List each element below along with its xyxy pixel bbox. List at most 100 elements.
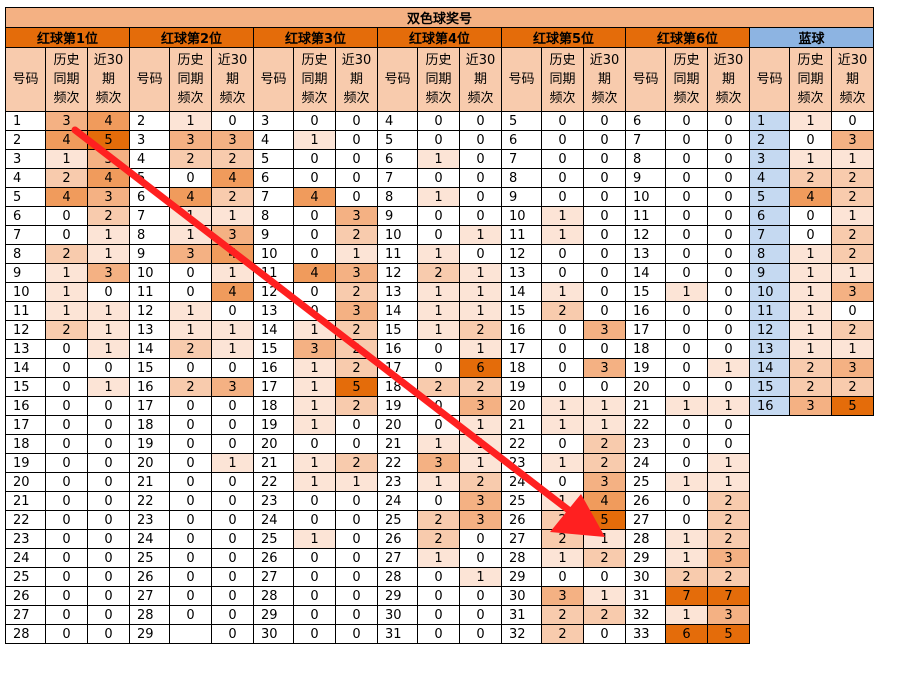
recent-frequency[interactable]: 1 <box>87 244 130 264</box>
recent-frequency[interactable]: 1 <box>707 358 750 378</box>
ball-number[interactable]: 10 <box>749 282 790 302</box>
history-frequency[interactable]: 3 <box>293 339 336 359</box>
ball-number[interactable]: 5 <box>129 168 170 188</box>
ball-number[interactable]: 27 <box>377 548 418 568</box>
ball-number[interactable]: 31 <box>625 586 666 606</box>
ball-number[interactable]: 21 <box>129 472 170 492</box>
ball-number[interactable]: 11 <box>625 206 666 226</box>
history-frequency[interactable]: 1 <box>541 548 584 568</box>
ball-number[interactable]: 25 <box>253 529 294 549</box>
recent-frequency[interactable]: 1 <box>459 282 502 302</box>
recent-frequency[interactable]: 2 <box>707 567 750 587</box>
ball-number[interactable]: 9 <box>253 225 294 245</box>
history-frequency[interactable]: 1 <box>293 130 336 150</box>
history-frequency[interactable]: 1 <box>293 358 336 378</box>
history-frequency[interactable]: 0 <box>45 339 88 359</box>
ball-number[interactable]: 13 <box>129 320 170 340</box>
recent-frequency[interactable]: 0 <box>211 624 254 644</box>
recent-frequency[interactable]: 1 <box>211 453 254 473</box>
recent-frequency[interactable]: 4 <box>211 168 254 188</box>
history-frequency[interactable]: 1 <box>789 244 832 264</box>
history-frequency[interactable]: 0 <box>293 225 336 245</box>
recent-frequency[interactable]: 3 <box>459 510 502 530</box>
history-frequency[interactable]: 0 <box>541 472 584 492</box>
history-frequency[interactable]: 0 <box>541 263 584 283</box>
history-frequency[interactable]: 0 <box>169 282 212 302</box>
recent-frequency[interactable]: 0 <box>831 301 874 321</box>
history-frequency[interactable]: 0 <box>541 130 584 150</box>
history-frequency[interactable]: 2 <box>417 510 460 530</box>
recent-frequency[interactable]: 0 <box>211 491 254 511</box>
history-frequency[interactable]: 0 <box>293 567 336 587</box>
history-frequency[interactable]: 1 <box>417 149 460 169</box>
ball-number[interactable]: 17 <box>625 320 666 340</box>
recent-frequency[interactable]: 0 <box>707 111 750 131</box>
ball-number[interactable]: 25 <box>377 510 418 530</box>
history-frequency[interactable]: 1 <box>789 339 832 359</box>
history-frequency[interactable]: 0 <box>45 225 88 245</box>
recent-frequency[interactable]: 3 <box>831 358 874 378</box>
recent-frequency[interactable]: 1 <box>211 320 254 340</box>
recent-frequency[interactable]: 0 <box>707 301 750 321</box>
history-frequency[interactable]: 2 <box>417 529 460 549</box>
history-frequency[interactable]: 1 <box>541 396 584 416</box>
recent-frequency[interactable]: 0 <box>87 472 130 492</box>
history-frequency[interactable]: 4 <box>45 130 88 150</box>
history-frequency[interactable]: 0 <box>293 111 336 131</box>
history-frequency[interactable]: 2 <box>45 168 88 188</box>
ball-number[interactable]: 10 <box>5 282 46 302</box>
recent-frequency[interactable]: 7 <box>707 586 750 606</box>
ball-number[interactable]: 15 <box>129 358 170 378</box>
history-frequency[interactable]: 1 <box>417 301 460 321</box>
history-frequency[interactable]: 0 <box>45 510 88 530</box>
history-frequency[interactable]: 1 <box>293 529 336 549</box>
ball-number[interactable]: 22 <box>253 472 294 492</box>
ball-number[interactable]: 13 <box>5 339 46 359</box>
recent-frequency[interactable]: 0 <box>335 605 378 625</box>
recent-frequency[interactable]: 3 <box>459 491 502 511</box>
history-frequency[interactable]: 0 <box>665 263 708 283</box>
recent-frequency[interactable]: 5 <box>583 510 626 530</box>
history-frequency[interactable]: 0 <box>169 548 212 568</box>
recent-frequency[interactable]: 3 <box>707 548 750 568</box>
history-frequency[interactable]: 2 <box>417 263 460 283</box>
ball-number[interactable]: 14 <box>5 358 46 378</box>
recent-frequency[interactable]: 0 <box>583 282 626 302</box>
recent-frequency[interactable]: 1 <box>335 244 378 264</box>
ball-number[interactable]: 27 <box>129 586 170 606</box>
ball-number[interactable]: 18 <box>625 339 666 359</box>
recent-frequency[interactable]: 0 <box>211 111 254 131</box>
ball-number[interactable]: 22 <box>377 453 418 473</box>
ball-number[interactable]: 29 <box>625 548 666 568</box>
recent-frequency[interactable]: 0 <box>87 510 130 530</box>
ball-number[interactable]: 16 <box>253 358 294 378</box>
ball-number[interactable]: 4 <box>253 130 294 150</box>
history-frequency[interactable]: 0 <box>45 586 88 606</box>
ball-number[interactable]: 26 <box>5 586 46 606</box>
recent-frequency[interactable]: 0 <box>459 605 502 625</box>
recent-frequency[interactable]: 1 <box>87 301 130 321</box>
history-frequency[interactable]: 1 <box>417 434 460 454</box>
ball-number[interactable]: 14 <box>749 358 790 378</box>
ball-number[interactable]: 12 <box>749 320 790 340</box>
recent-frequency[interactable]: 0 <box>87 548 130 568</box>
history-frequency[interactable]: 1 <box>417 244 460 264</box>
recent-frequency[interactable]: 2 <box>707 491 750 511</box>
recent-frequency[interactable]: 0 <box>707 377 750 397</box>
ball-number[interactable]: 6 <box>501 130 542 150</box>
recent-frequency[interactable]: 2 <box>335 339 378 359</box>
recent-frequency[interactable]: 3 <box>583 320 626 340</box>
ball-number[interactable]: 15 <box>377 320 418 340</box>
history-frequency[interactable]: 0 <box>789 130 832 150</box>
ball-number[interactable]: 15 <box>625 282 666 302</box>
history-frequency[interactable]: 0 <box>293 168 336 188</box>
recent-frequency[interactable]: 0 <box>335 130 378 150</box>
history-frequency[interactable]: 3 <box>789 396 832 416</box>
ball-number[interactable]: 2 <box>749 130 790 150</box>
ball-number[interactable]: 2 <box>129 111 170 131</box>
recent-frequency[interactable]: 0 <box>707 282 750 302</box>
ball-number[interactable]: 6 <box>5 206 46 226</box>
recent-frequency[interactable]: 1 <box>459 415 502 435</box>
history-frequency[interactable]: 2 <box>665 567 708 587</box>
recent-frequency[interactable]: 0 <box>583 263 626 283</box>
